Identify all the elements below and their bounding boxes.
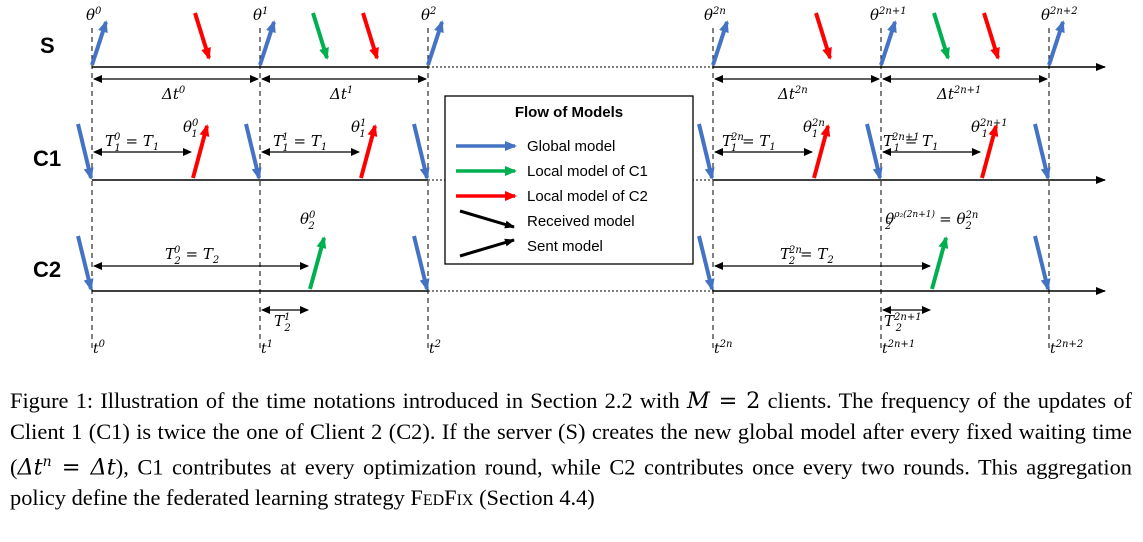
c2-duration-label: T2n 2 = T2: [780, 245, 834, 267]
legend-item-label: Local model of C1: [527, 163, 648, 180]
c1-model-received-arrow: [311, 12, 329, 60]
global-model-sent-arrow: [90, 20, 108, 66]
c1-model-received-arrow: [932, 12, 950, 60]
global-model-sent-arrow: [426, 20, 444, 66]
global-model-received-arrow: [76, 123, 94, 180]
row-label-client1: C1: [33, 146, 61, 171]
global-model-received-arrow: [412, 123, 430, 180]
legend-received-swatch: [459, 209, 515, 229]
c1-model-sent-arrow: [359, 124, 378, 179]
global-model-received-arrow: [412, 235, 430, 291]
global-model-sent-arrow: [1047, 20, 1065, 66]
global-model-received-arrow: [244, 123, 262, 180]
c1-model-label: θ0 1: [183, 118, 199, 140]
c2-model-sent-arrow: [308, 236, 327, 290]
c1-duration-label: T2n 1 = T1: [722, 132, 776, 154]
c1-model-label: θ2n 1: [803, 118, 825, 140]
server-model-label: θ2n+1: [870, 6, 907, 24]
c2-small-interval-label: T1 2: [274, 312, 291, 334]
server-model-label: θ0: [86, 6, 102, 24]
interval-label: Δt0: [161, 85, 186, 103]
c2-model-received-arrow: [361, 12, 379, 60]
interval-label: Δt1: [329, 85, 353, 103]
server-model-label: θ2: [421, 6, 436, 24]
c2-model-label: θρ₂(2n+1) 2 = θ2n 2: [884, 209, 978, 232]
c1-model-sent-arrow: [980, 124, 999, 179]
server-model-label: θ1: [253, 6, 268, 24]
c2-model-label: θ0 2: [300, 210, 316, 232]
c2-duration-label: T0 2 = T2: [165, 245, 219, 267]
time-label: t1: [261, 339, 273, 357]
c1-model-sent-arrow: [812, 124, 831, 179]
time-label: t2n+2: [1050, 339, 1083, 357]
legend-item-label: Global model: [527, 138, 615, 155]
row-label-client2: C2: [33, 257, 61, 282]
time-label: t2: [429, 339, 441, 357]
global-model-received-arrow: [697, 235, 715, 291]
server-arrows: [90, 12, 1065, 66]
time-label: t2n+1: [882, 339, 915, 357]
interval-label: Δt2n+1: [936, 85, 981, 103]
timeline-diagram: S C1 C2: [33, 6, 1106, 357]
c1-duration-label: T1 1 = T1: [273, 132, 327, 154]
client1-arrows: [76, 123, 1051, 180]
figure-caption: Figure 1: Illustration of the time notat…: [10, 388, 1132, 510]
time-label: t2n: [714, 339, 732, 357]
server-model-label: θ2n+2: [1041, 6, 1078, 24]
global-model-received-arrow: [1033, 235, 1051, 291]
row-label-server: S: [40, 33, 55, 58]
c2-small-interval-label: T2n+1 2: [884, 312, 922, 334]
c2-model-sent-arrow: [930, 236, 949, 290]
global-model-sent-arrow: [258, 20, 276, 66]
c1-model-label: θ2n+1 1: [971, 118, 1008, 140]
c1-duration-label: T2n+1 1 = T1: [883, 132, 938, 154]
c1-model-sent-arrow: [191, 124, 210, 179]
global-model-received-arrow: [865, 123, 883, 180]
global-model-received-arrow: [76, 235, 94, 291]
legend-title: Flow of Models: [515, 104, 623, 121]
client2-durations: [93, 262, 931, 314]
legend-item-label: Sent model: [527, 238, 603, 255]
interval-label: Δt2n: [777, 85, 808, 103]
global-model-received-arrow: [1033, 123, 1051, 180]
legend-item-label: Local model of C2: [527, 188, 648, 205]
c1-model-label: θ1 1: [351, 118, 366, 140]
time-markers: [91, 28, 1050, 352]
global-model-sent-arrow: [879, 20, 897, 66]
client2-arrows: [76, 235, 1051, 291]
c1-duration-label: T0 1 = T1: [105, 132, 159, 154]
c2-model-received-arrow: [814, 12, 832, 60]
c2-model-received-arrow: [982, 12, 1000, 60]
legend-sent-swatch: [459, 238, 515, 258]
global-model-received-arrow: [697, 123, 715, 180]
c2-model-received-arrow: [193, 12, 211, 60]
legend: Flow of Models Global model Local model …: [444, 95, 694, 265]
global-model-sent-arrow: [711, 20, 729, 66]
server-model-label: θ2n: [704, 6, 726, 24]
time-label: t0: [93, 339, 106, 357]
legend-item-label: Received model: [527, 213, 635, 230]
